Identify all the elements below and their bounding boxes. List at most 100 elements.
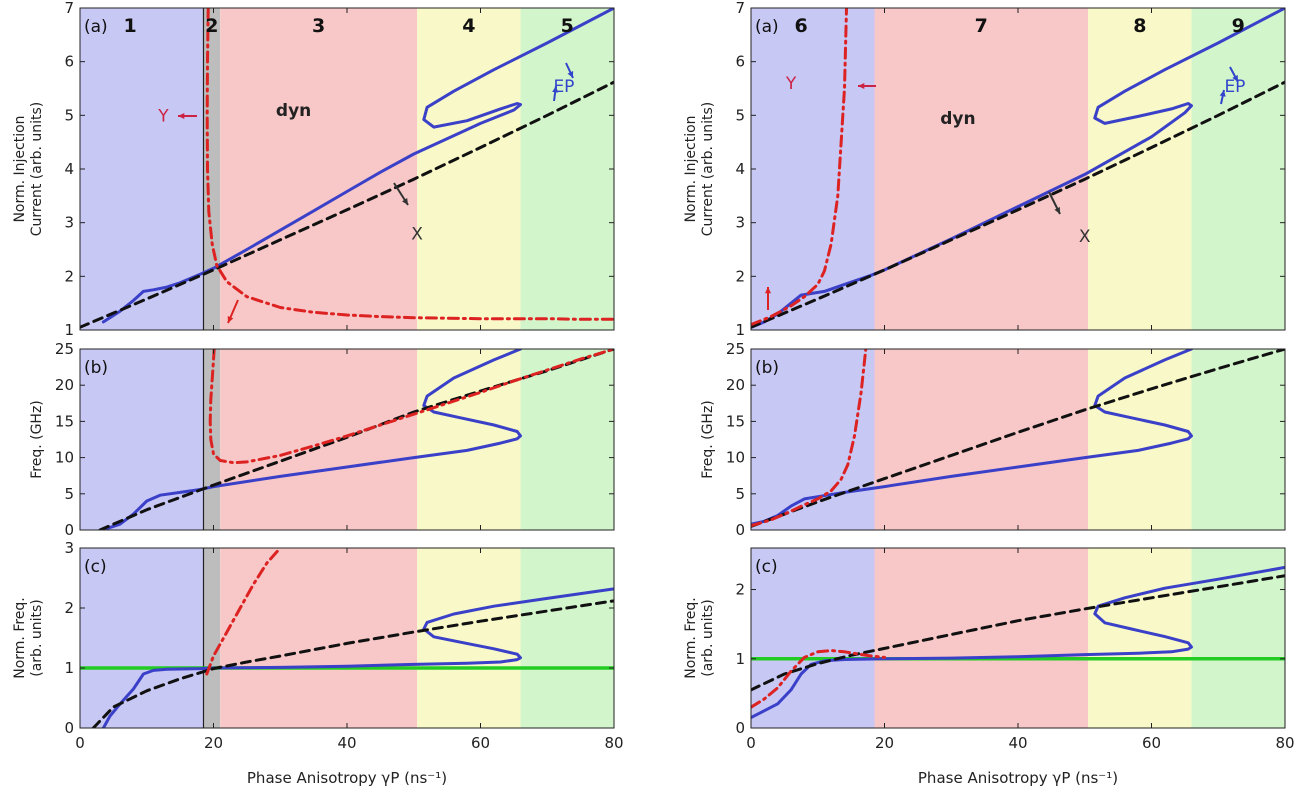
y-tick-label: 3 — [64, 214, 74, 232]
annotation-ep: EP — [553, 77, 574, 97]
arrow-red-icon — [227, 299, 239, 324]
arrow-y-icon — [178, 112, 197, 120]
annotation-dyn: dyn — [940, 109, 975, 129]
series-dashdot-red — [751, 349, 868, 528]
region-band — [203, 8, 221, 330]
region-band — [417, 349, 521, 530]
y-tick-label: 6 — [64, 53, 74, 71]
series-dashed-black — [751, 80, 1285, 329]
region-band — [1088, 8, 1192, 330]
annotation-x: X — [1079, 227, 1091, 247]
series-solid-blue — [101, 587, 614, 728]
series-dashdot-red — [751, 649, 886, 709]
region-band — [203, 548, 221, 728]
region-band — [80, 8, 204, 330]
arrow-x-icon — [393, 182, 409, 206]
y-tick-label: 0 — [735, 719, 745, 737]
y-tick-label: 7 — [735, 0, 745, 17]
y-tick-label: 0 — [735, 521, 745, 539]
panel-label: (c) — [84, 557, 107, 577]
series-solid-blue — [101, 8, 614, 324]
y-tick-label: 2 — [64, 599, 74, 617]
series-solid-blue — [751, 349, 1193, 526]
y-tick-label: 5 — [64, 106, 74, 124]
annotation-y: Y — [157, 106, 169, 126]
panel-right-1: 1 2 3 4 5 6 7 Norm. InjectionCurrent (arb. unit… — [683, 0, 1286, 339]
region-band — [874, 8, 1089, 330]
series-group — [80, 8, 614, 329]
arrow-ep-icon — [565, 62, 574, 79]
series-dashed-black — [751, 574, 1285, 692]
x-axis-label-right: Phase Anisotropy γP (ns⁻¹) — [918, 769, 1118, 787]
y-tick-label: 1 — [735, 321, 745, 339]
region-band — [751, 8, 875, 330]
region-band — [751, 548, 875, 728]
region-band — [417, 548, 521, 728]
arrow-ep-icon — [1219, 89, 1226, 105]
y-tick-label: 5 — [735, 485, 745, 503]
y-tick-label: 1 — [64, 321, 74, 339]
y-tick-label: 20 — [55, 376, 74, 394]
arrow-red-icon — [764, 287, 772, 310]
region-band — [1088, 349, 1192, 530]
y-tick-label: 7 — [64, 0, 74, 17]
series-dashdot-red — [205, 548, 282, 676]
y-tick-label: 10 — [55, 449, 74, 467]
series-solid-blue — [105, 349, 522, 530]
region-band — [1088, 548, 1192, 728]
x-tick-label: 0 — [75, 734, 85, 752]
region-band — [874, 548, 1089, 728]
arrow-x-icon — [1048, 191, 1061, 215]
series-group — [80, 548, 614, 728]
y-tick-label: 3 — [735, 214, 745, 232]
y-tick-label: 4 — [735, 160, 745, 178]
y-tick-label: 20 — [726, 376, 745, 394]
y-tick-label: 2 — [735, 267, 745, 285]
region-number: 1 — [123, 15, 136, 37]
x-tick-label: 40 — [1008, 734, 1027, 752]
y-axis-label: Norm. Freq.(arb. units) — [12, 597, 45, 679]
region-band — [520, 8, 614, 330]
region-number: 8 — [1133, 15, 1146, 37]
panel-label: (a) — [755, 17, 779, 37]
series-solid-blue — [751, 565, 1285, 720]
y-tick-label: 10 — [726, 449, 745, 467]
y-tick-label: 15 — [55, 412, 74, 430]
y-tick-label: 5 — [735, 106, 745, 124]
region-number: 9 — [1232, 15, 1245, 37]
y-tick-label: 15 — [726, 412, 745, 430]
y-tick-label: 0 — [64, 521, 74, 539]
y-axis-label: Norm. InjectionCurrent (arb. units) — [683, 102, 716, 237]
x-tick-label: 20 — [204, 734, 223, 752]
region-band — [874, 349, 1089, 530]
y-tick-label: 0 — [64, 719, 74, 737]
y-tick-label: 25 — [726, 340, 745, 358]
x-tick-label: 20 — [875, 734, 894, 752]
panel-right-2: 0 5 10 15 20 25 Freq. (GHz) (b) — [700, 340, 1286, 539]
panel-label: (b) — [755, 358, 779, 378]
y-axis-label: Norm. Freq.(arb. units) — [683, 597, 716, 679]
series-group — [751, 349, 1285, 528]
y-axis-label: Freq. (GHz) — [700, 400, 716, 479]
y-axis-label: Freq. (GHz) — [29, 400, 45, 479]
region-band — [80, 548, 204, 728]
y-tick-label: 3 — [64, 539, 74, 557]
y-tick-label: 25 — [55, 340, 74, 358]
region-band — [520, 349, 614, 530]
arrow-ep-icon — [1229, 66, 1239, 83]
region-band — [520, 548, 614, 728]
region-band — [220, 548, 418, 728]
x-tick-label: 80 — [604, 734, 623, 752]
series-dashed-black — [91, 599, 614, 728]
region-number: 5 — [561, 15, 574, 37]
y-tick-label: 2 — [64, 267, 74, 285]
series-dashed-black — [80, 80, 614, 329]
region-band — [1191, 349, 1285, 530]
series-dashed-black — [751, 349, 1285, 528]
series-group — [751, 8, 1285, 329]
x-tick-label: 80 — [1275, 734, 1294, 752]
y-tick-label: 1 — [735, 650, 745, 668]
region-band — [80, 349, 204, 530]
region-number: 7 — [975, 15, 988, 37]
